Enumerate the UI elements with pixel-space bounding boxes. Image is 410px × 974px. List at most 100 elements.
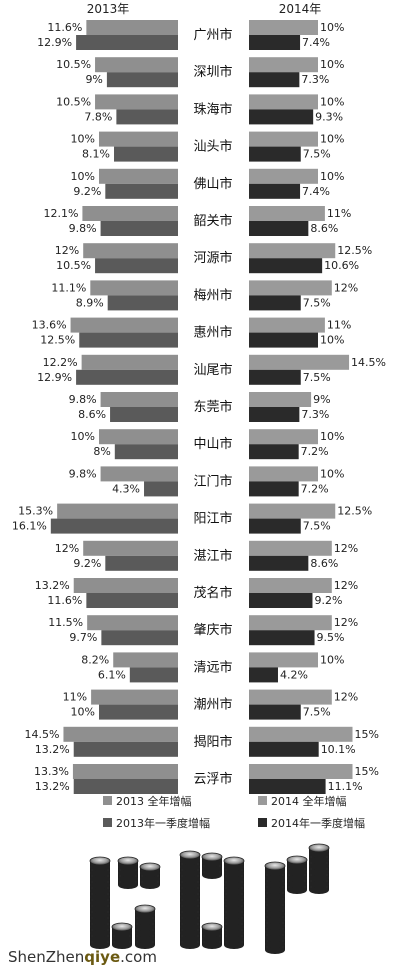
bar-2013-q1 bbox=[86, 593, 178, 608]
bar-2013-annual bbox=[81, 354, 178, 370]
label-2013-q1: 9.2% bbox=[73, 557, 101, 570]
label-2013-annual: 12% bbox=[55, 244, 79, 257]
label-2013-q1: 12.9% bbox=[37, 371, 72, 384]
label-2013-annual: 11% bbox=[63, 691, 87, 704]
bar-2013-q1 bbox=[101, 630, 178, 646]
bar-2013-q1 bbox=[144, 481, 178, 497]
label-2013-annual: 10% bbox=[71, 430, 95, 443]
bar-2013-annual bbox=[83, 540, 178, 556]
legend-swatch bbox=[258, 818, 267, 827]
bar-2014-q1 bbox=[249, 72, 300, 88]
label-2013-q1: 9.2% bbox=[73, 185, 101, 198]
bar-2013-q1 bbox=[129, 667, 178, 683]
column-header-2013: 2013年 bbox=[87, 2, 130, 16]
legend-swatch bbox=[103, 818, 112, 827]
bar-2013-annual bbox=[70, 317, 178, 333]
label-2013-q1: 9.8% bbox=[69, 222, 97, 235]
bar-2013-annual bbox=[57, 503, 178, 519]
label-2014-annual: 11% bbox=[327, 207, 351, 220]
bar-2013-annual bbox=[99, 131, 178, 147]
bar-2014-annual bbox=[249, 429, 318, 445]
label-2013-q1: 11.6% bbox=[47, 594, 82, 607]
label-2013-annual: 12.1% bbox=[43, 207, 78, 220]
city-label: 清远市 bbox=[193, 659, 232, 675]
coin-stack bbox=[201, 922, 223, 949]
label-2013-annual: 14.5% bbox=[24, 728, 59, 741]
legend: 2013 全年增幅 2014 全年增幅 2013年一季度增幅 2014年一季度增幅 bbox=[103, 794, 365, 830]
bar-2014-q1 bbox=[249, 518, 301, 534]
city-label: 汕头市 bbox=[193, 139, 232, 155]
label-2014-annual: 10% bbox=[320, 133, 344, 146]
city-label: 梅州市 bbox=[193, 287, 232, 303]
bar-2013-q1 bbox=[106, 72, 178, 88]
coin-stack bbox=[308, 843, 330, 894]
bar-2013-annual bbox=[99, 429, 178, 445]
bar-2014-annual bbox=[249, 57, 318, 73]
coin-stack bbox=[139, 862, 161, 889]
bar-2014-annual bbox=[249, 540, 332, 556]
bar-2014-q1 bbox=[249, 221, 309, 236]
bar-2014-q1 bbox=[249, 407, 300, 422]
bar-2013-q1 bbox=[99, 704, 178, 720]
legend-item: 2014年一季度增幅 bbox=[258, 816, 365, 830]
coin-stack bbox=[89, 856, 111, 949]
label-2013-annual: 10% bbox=[71, 170, 95, 183]
bar-2014-annual bbox=[249, 764, 353, 779]
legend-item: 2014 全年增幅 bbox=[258, 794, 347, 808]
bar-2014-annual bbox=[249, 466, 318, 482]
coin-stack bbox=[134, 904, 156, 949]
bar-2014-q1 bbox=[249, 295, 301, 311]
label-2014-q1: 7.5% bbox=[303, 371, 331, 384]
label-2014-q1: 7.3% bbox=[301, 408, 329, 421]
bar-2014-annual bbox=[249, 243, 336, 259]
label-2013-q1: 4.3% bbox=[112, 482, 140, 495]
city-row: 14.5% 13.2% 揭阳市 15% 10.1% bbox=[24, 726, 379, 757]
bar-2013-q1 bbox=[100, 221, 178, 236]
bar-2014-annual bbox=[249, 689, 332, 705]
legend-label: 2013 全年增幅 bbox=[116, 794, 192, 808]
label-2013-annual: 12.2% bbox=[43, 356, 78, 369]
bar-2013-q1 bbox=[110, 407, 178, 422]
label-2014-annual: 15% bbox=[355, 728, 379, 741]
bar-2014-q1 bbox=[249, 555, 309, 571]
label-2013-q1: 16.1% bbox=[12, 520, 47, 533]
bar-2014-q1 bbox=[249, 109, 314, 125]
bar-2013-q1 bbox=[50, 518, 179, 534]
bar-2014-q1 bbox=[249, 593, 313, 608]
bar-2014-q1 bbox=[249, 667, 278, 683]
bar-2014-q1 bbox=[249, 146, 301, 162]
watermark: ShenZhenqiye.com bbox=[8, 948, 157, 966]
label-2014-annual: 10% bbox=[320, 467, 344, 480]
label-2013-annual: 15.3% bbox=[18, 505, 53, 518]
bar-2014-q1 bbox=[249, 779, 326, 794]
label-2013-q1: 9% bbox=[85, 73, 102, 86]
label-2014-q1: 11.1% bbox=[328, 780, 363, 793]
label-2013-annual: 10.5% bbox=[56, 95, 91, 108]
legend-label: 2014 全年增幅 bbox=[271, 794, 347, 808]
city-row: 13.3% 13.2% 云浮市 15% 11.1% bbox=[34, 764, 379, 794]
coin-stack bbox=[117, 856, 139, 889]
label-2014-annual: 10% bbox=[320, 21, 344, 34]
bar-2013-q1 bbox=[114, 146, 178, 162]
label-2013-annual: 11.6% bbox=[47, 21, 82, 34]
city-label: 潮州市 bbox=[193, 697, 232, 713]
bar-2013-annual bbox=[72, 764, 178, 779]
bar-2013-q1 bbox=[73, 779, 178, 794]
label-2014-q1: 9.2% bbox=[314, 594, 342, 607]
bar-2014-q1 bbox=[249, 258, 323, 274]
bar-2014-annual bbox=[249, 615, 332, 631]
label-2013-q1: 13.2% bbox=[35, 743, 70, 756]
label-2014-q1: 9.5% bbox=[317, 631, 345, 644]
label-2013-annual: 9.8% bbox=[69, 467, 97, 480]
city-row: 12% 10.5% 河源市 12.5% 10.6% bbox=[55, 243, 372, 274]
city-row: 13.2% 11.6% 茂名市 12% 9.2% bbox=[35, 578, 358, 608]
city-label: 深圳市 bbox=[193, 64, 232, 80]
legend-swatch bbox=[258, 796, 267, 805]
city-row: 15.3% 16.1% 阳江市 12.5% 7.5% bbox=[12, 503, 372, 534]
label-2013-q1: 9.7% bbox=[69, 631, 97, 644]
label-2014-annual: 15% bbox=[355, 765, 379, 778]
bar-2013-q1 bbox=[105, 555, 178, 571]
